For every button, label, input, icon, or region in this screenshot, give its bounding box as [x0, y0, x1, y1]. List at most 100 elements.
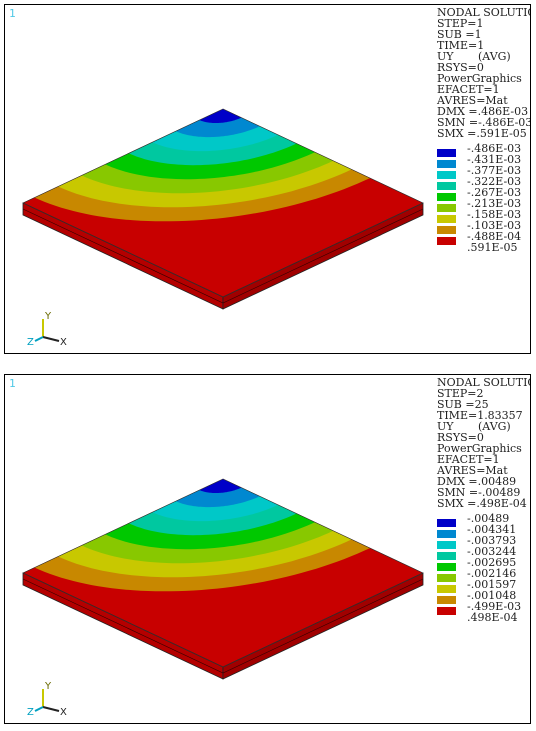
contour-band	[175, 109, 260, 138]
info-line: AVRES=Mat	[437, 94, 508, 107]
legend-label: -.322E-03	[467, 175, 522, 188]
legend-row: -.003793	[437, 534, 530, 549]
legend-row: -.322E-03	[437, 175, 530, 190]
legend-swatch	[437, 596, 456, 604]
info-line: UY (AVG)	[437, 420, 511, 433]
legend-label: -.00489	[467, 512, 510, 525]
axis-triad: Y X Z	[27, 681, 67, 717]
legend-row: -.267E-03	[437, 186, 530, 201]
contour-legend: -.486E-03 -.431E-03 -.377E-03 -.322E-03 -.26…	[437, 142, 530, 254]
info-line: NODAL SOLUTION	[437, 376, 530, 389]
legend-label: -.158E-03	[467, 208, 522, 221]
info-line: RSYS=0	[437, 61, 484, 74]
contour-band	[175, 479, 260, 508]
legend-swatch	[437, 530, 456, 538]
info-line: SMX =.591E-05	[437, 127, 527, 140]
plate-layer-line	[22, 208, 424, 304]
info-line: AVRES=Mat	[437, 464, 508, 477]
triad-z-label: Z	[27, 707, 34, 717]
legend-row: -.431E-03	[437, 153, 530, 168]
triad-y-label: Y	[44, 311, 52, 322]
legend-label: -.499E-03	[467, 600, 522, 613]
legend-label: -.103E-03	[467, 219, 522, 232]
contour-plot	[22, 478, 424, 680]
info-line: TIME=1	[437, 39, 485, 52]
info-line: STEP=2	[437, 387, 484, 400]
triad-y-label: Y	[44, 681, 52, 692]
window-number: 1	[9, 7, 16, 20]
legend-label: -.003244	[467, 545, 517, 558]
legend-row: -.002695	[437, 556, 530, 571]
info-line: PowerGraphics	[437, 72, 522, 85]
contour-viewport[interactable]: 1 Y X Z	[5, 5, 433, 353]
legend-swatch	[437, 160, 456, 168]
legend-row: .591E-05	[437, 241, 530, 254]
legend-row: .498E-04	[437, 611, 530, 624]
info-line: EFACET=1	[437, 453, 500, 466]
info-line: DMX =.486E-03	[437, 105, 529, 118]
contour-plot	[22, 108, 424, 310]
legend-row: -.486E-03	[437, 142, 530, 157]
legend-swatch	[437, 519, 456, 527]
axis-triad: Y X Z	[27, 311, 67, 347]
legend-row: -.213E-03	[437, 198, 530, 212]
legend-swatch	[437, 237, 456, 245]
legend-swatch	[437, 607, 456, 615]
legend-swatch	[437, 226, 456, 234]
contour-band	[199, 479, 242, 493]
info-line: PowerGraphics	[437, 442, 522, 455]
legend-label: -.003793	[467, 534, 517, 547]
legend-label: -.001048	[467, 589, 517, 602]
triad-x-label: X	[60, 337, 67, 347]
legend-label: -.002695	[467, 556, 517, 569]
legend-row: -.004341	[437, 523, 530, 538]
legend-row: -.001048	[437, 589, 530, 604]
legend-row: -.499E-03	[437, 600, 530, 615]
legend-label: -.267E-03	[467, 186, 522, 199]
legend-swatch	[437, 182, 456, 190]
legend-label: -.488E-04	[467, 230, 522, 243]
info-line: STEP=1	[437, 17, 484, 30]
info-line: SMN =-.486E-03	[437, 116, 531, 129]
legend-row: -.00489	[437, 512, 530, 527]
legend-row: -.488E-04	[437, 230, 530, 245]
legend-swatch	[437, 552, 456, 560]
info-line: RSYS=0	[437, 431, 484, 444]
legend-swatch	[437, 585, 456, 593]
legend-swatch	[437, 193, 456, 201]
legend-label: -.486E-03	[467, 142, 522, 155]
legend-swatch	[437, 204, 456, 212]
window-number: 1	[9, 377, 16, 390]
legend-label: .591E-05	[467, 241, 518, 254]
info-line: UY (AVG)	[437, 50, 511, 63]
legend-row: -.377E-03	[437, 164, 530, 179]
legend-label: -.431E-03	[467, 153, 522, 166]
contour-viewport[interactable]: 1 Y X Z	[5, 375, 433, 723]
info-line: NODAL SOLUTION	[437, 6, 530, 19]
info-line: SUB =25	[437, 398, 489, 411]
legend-label: .498E-04	[467, 611, 518, 624]
triad-z-label: Z	[27, 337, 34, 347]
legend-swatch	[437, 574, 456, 582]
legend-swatch	[437, 563, 456, 571]
legend-row: -.002146	[437, 567, 530, 582]
legend-label: -.004341	[467, 523, 517, 536]
legend-row: -.003244	[437, 545, 530, 560]
plate-layer-line	[22, 578, 424, 674]
info-line: SUB =1	[437, 28, 482, 41]
plate-outline	[22, 108, 424, 298]
info-line: SMX =.498E-04	[437, 497, 527, 510]
contour-band	[199, 109, 242, 123]
legend-swatch	[437, 215, 456, 223]
legend-row: -.158E-03	[437, 208, 530, 223]
info-line: TIME=1.83357	[437, 409, 523, 422]
legend-label: -.377E-03	[467, 164, 522, 177]
legend-label: -.002146	[467, 567, 517, 580]
legend-swatch	[437, 171, 456, 179]
legend-swatch	[437, 149, 456, 157]
plate-outline	[22, 478, 424, 668]
